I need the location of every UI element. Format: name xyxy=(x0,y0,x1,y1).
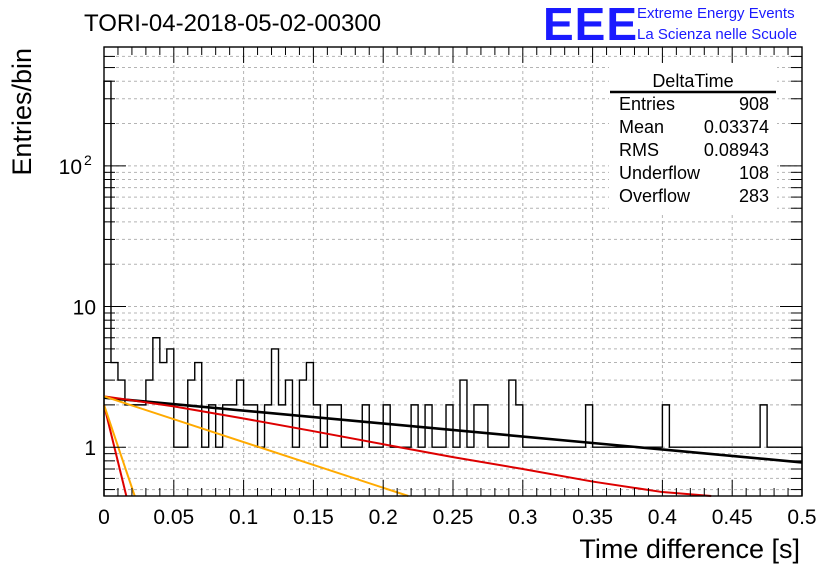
y-tick-exponent: 2 xyxy=(84,152,92,168)
x-tick-label: 0.1 xyxy=(229,506,258,529)
x-tick-label: 0.05 xyxy=(153,506,194,529)
x-tick-label: 0.4 xyxy=(648,506,678,529)
stats-value-entries: 908 xyxy=(739,94,769,114)
x-tick-label: 0.5 xyxy=(787,506,816,529)
stats-label-entries: Entries xyxy=(619,94,675,114)
logo-mark: EEE xyxy=(543,0,638,50)
fit-curves xyxy=(103,395,803,497)
y-tick-label: 10 xyxy=(59,156,82,179)
y-axis-label: Entries/bin xyxy=(7,48,37,176)
stats-value-mean: 0.03374 xyxy=(704,117,769,137)
logo-line-1: Extreme Energy Events xyxy=(637,5,795,22)
x-tick-label: 0.25 xyxy=(433,506,474,529)
eee-logo: EEE Extreme Energy Events La Scienza nel… xyxy=(543,0,797,50)
x-tick-label: 0.45 xyxy=(712,506,753,529)
stats-label-rms: RMS xyxy=(619,140,659,160)
histogram xyxy=(103,80,803,496)
logo-line-2: La Scienza nelle Scuole xyxy=(637,26,797,43)
stats-background xyxy=(609,64,777,212)
fit-curve-0 xyxy=(103,396,803,464)
x-tick-labels: 0 0.05 0.1 0.15 0.2 0.25 0.3 0.35 0.4 0.45 0.5 xyxy=(98,506,816,529)
stats-box: DeltaTime Entries 908 Mean 0.03374 RMS 0… xyxy=(609,64,777,212)
axis-ticks xyxy=(103,46,803,496)
x-tick-label: 0 xyxy=(98,506,110,529)
fit-curve-1 xyxy=(103,395,712,497)
stats-value-rms: 0.08943 xyxy=(704,140,769,160)
fit-curve-4 xyxy=(103,404,136,497)
stats-label-overflow: Overflow xyxy=(619,186,691,206)
fit-curve-2 xyxy=(103,395,409,497)
histogram-steps xyxy=(103,80,803,496)
stats-value-overflow: 283 xyxy=(739,186,769,206)
fit-curve-3 xyxy=(103,404,128,497)
x-tick-label: 0.3 xyxy=(508,506,537,529)
x-tick-label: 0.15 xyxy=(293,506,334,529)
stats-label-mean: Mean xyxy=(619,117,664,137)
stats-value-underflow: 108 xyxy=(739,163,769,183)
x-tick-label: 0.35 xyxy=(572,506,613,529)
x-axis-label: Time difference [s] xyxy=(579,534,800,564)
chart-title: TORI-04-2018-05-02-00300 xyxy=(84,10,381,37)
x-tick-label: 0.2 xyxy=(369,506,398,529)
y-tick-label: 1 xyxy=(84,437,96,460)
y-tick-label: 10 xyxy=(73,297,96,320)
stats-title: DeltaTime xyxy=(652,71,733,91)
stats-label-underflow: Underflow xyxy=(619,163,701,183)
